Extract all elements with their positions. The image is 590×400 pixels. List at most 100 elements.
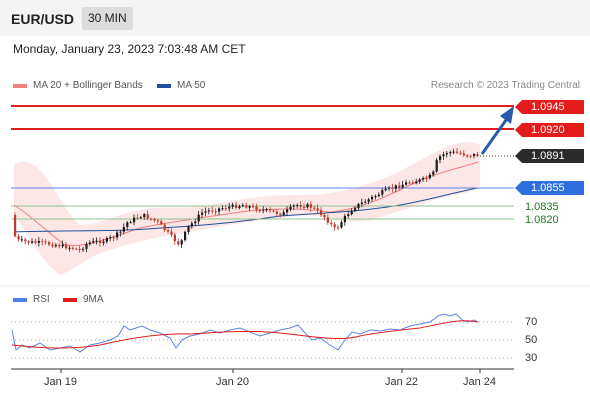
rsi-9ma-line <box>11 320 479 349</box>
candle-body-52 <box>190 223 193 227</box>
candle-body-1 <box>17 236 20 240</box>
candle-body-69 <box>248 206 251 208</box>
candle-body-131 <box>459 152 462 154</box>
candle-body-46 <box>170 231 173 235</box>
candle-body-110 <box>388 187 391 189</box>
candle-body-108 <box>381 190 384 195</box>
support-1-label: 1.0835 <box>525 201 559 213</box>
bollinger-band-area <box>14 142 480 275</box>
candle-body-55 <box>201 212 204 215</box>
candle-body-122 <box>428 174 431 179</box>
candle-body-117 <box>411 182 414 184</box>
candle-body-93 <box>330 222 333 225</box>
rsi-swatch-icon <box>13 297 27 302</box>
resistance-2-tag: 1.0945 <box>515 100 584 114</box>
legend-rsi: RSI <box>13 294 50 305</box>
candle-body-3 <box>24 239 27 242</box>
candle-body-54 <box>197 214 200 222</box>
candle-body-31 <box>119 231 122 233</box>
legend-rsi-label: RSI <box>33 294 50 305</box>
candle-body-11 <box>51 244 54 247</box>
research-credit: Research © 2023 Trading Central <box>430 80 580 91</box>
candlestick-series <box>14 148 479 253</box>
candle-body-19 <box>78 248 81 250</box>
candle-body-134 <box>469 155 472 157</box>
candle-body-128 <box>449 152 452 154</box>
candle-body-104 <box>367 199 370 202</box>
x-label-jan20: Jan 20 <box>216 376 250 388</box>
x-label-jan24: Jan 24 <box>463 376 497 388</box>
legend-ma50: MA 50 <box>157 80 205 91</box>
candle-body-126 <box>442 154 445 157</box>
candle-body-103 <box>364 201 367 203</box>
candle-body-78 <box>279 213 282 216</box>
rsi-level-70: 70 <box>525 316 538 328</box>
candle-body-48 <box>177 241 180 245</box>
timestamp: Monday, January 23, 2023 7:03:48 AM CET <box>13 42 246 56</box>
candle-body-79 <box>282 212 285 216</box>
candle-body-49 <box>180 240 183 245</box>
legend-ma50-label: MA 50 <box>177 80 206 91</box>
candle-body-123 <box>432 171 435 175</box>
candle-body-28 <box>109 237 112 239</box>
ma50-swatch-icon <box>157 83 171 88</box>
rsi-9ma-swatch-icon <box>63 297 77 302</box>
candle-body-4 <box>27 241 30 243</box>
legend-rsi-9ma-label: 9MA <box>83 294 104 305</box>
candle-body-51 <box>187 226 190 232</box>
candle-body-91 <box>323 215 326 218</box>
resistance-1-tag: 1.0920 <box>515 123 584 137</box>
bollinger-swatch-icon <box>13 83 27 88</box>
last-price-tag: 1.0891 <box>515 149 584 163</box>
candle-body-32 <box>122 227 125 232</box>
candle-body-17 <box>71 247 74 249</box>
candle-body-2 <box>20 239 23 241</box>
candle-body-115 <box>405 182 408 185</box>
candle-body-100 <box>354 208 357 211</box>
candle-body-120 <box>422 178 425 180</box>
candle-body-113 <box>398 185 401 188</box>
candle-body-125 <box>439 156 442 160</box>
forecast-arrow-line <box>480 119 508 155</box>
candle-body-37 <box>139 217 142 219</box>
candle-body-124 <box>435 159 438 172</box>
timeframe-badge[interactable]: 30 MIN <box>82 7 133 30</box>
candle-body-116 <box>408 182 411 184</box>
candle-body-44 <box>163 224 166 230</box>
candle-body-112 <box>394 185 397 189</box>
candle-body-45 <box>167 229 170 232</box>
candle-body-119 <box>418 179 421 182</box>
candle-body-83 <box>296 205 299 207</box>
candle-body-121 <box>425 178 428 180</box>
rsi-level-30: 30 <box>525 352 538 364</box>
candle-body-41 <box>153 218 156 221</box>
candle-body-61 <box>221 208 224 210</box>
candle-body-95 <box>337 227 340 229</box>
candle-body-74 <box>265 209 268 211</box>
candle-body-71 <box>255 206 258 211</box>
candle-body-43 <box>160 221 163 225</box>
candle-body-133 <box>466 155 469 157</box>
candle-body-114 <box>401 184 404 188</box>
candle-body-9 <box>44 241 47 243</box>
chart-header: EUR/USD 30 MIN <box>0 0 590 36</box>
candle-body-68 <box>245 205 248 208</box>
x-label-jan19: Jan 19 <box>44 376 78 388</box>
candle-body-64 <box>231 204 234 207</box>
candle-body-132 <box>462 153 465 156</box>
candle-body-5 <box>31 241 34 243</box>
candle-body-105 <box>371 196 374 200</box>
candle-body-72 <box>258 210 261 212</box>
candle-body-7 <box>37 240 40 243</box>
candle-body-94 <box>333 224 336 228</box>
x-label-jan22: Jan 22 <box>385 376 419 388</box>
candle-body-0 <box>14 215 17 237</box>
candle-body-84 <box>299 205 302 207</box>
candle-body-57 <box>207 210 210 212</box>
candle-body-35 <box>133 217 136 223</box>
candle-body-80 <box>286 209 289 213</box>
candle-body-107 <box>377 194 380 197</box>
candle-body-33 <box>126 222 129 228</box>
candle-body-16 <box>68 247 71 249</box>
